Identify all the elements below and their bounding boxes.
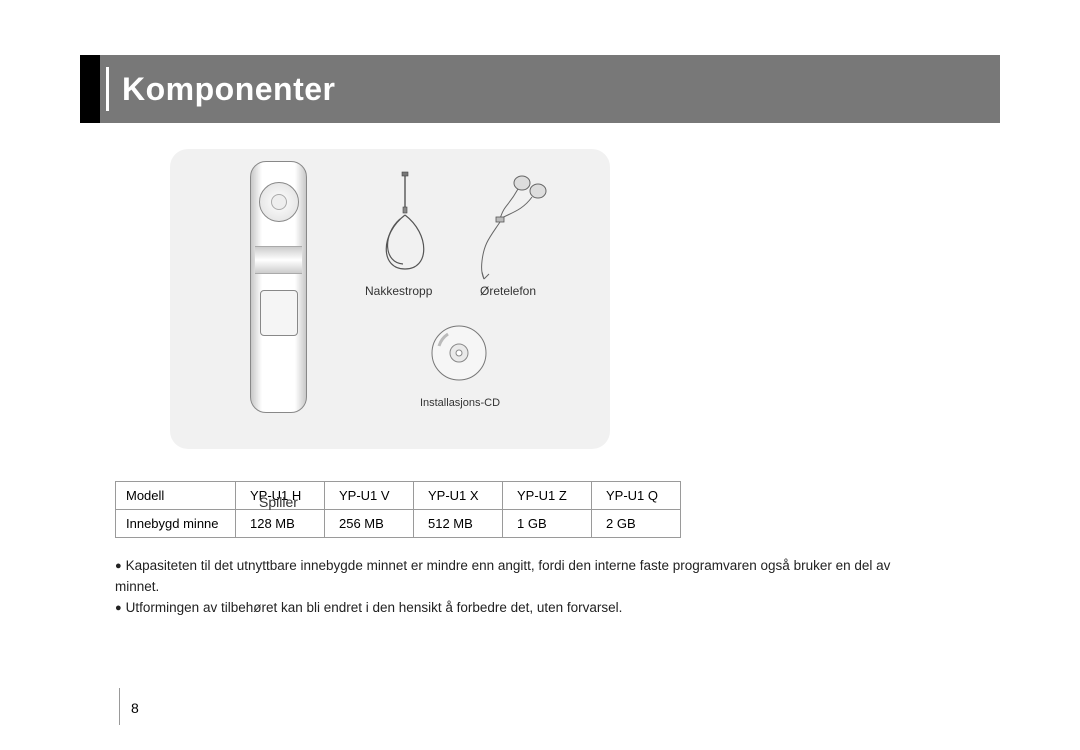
table-cell: YP-U1 V — [325, 482, 414, 510]
footer-divider — [119, 688, 120, 725]
earphone-illustration — [470, 169, 560, 299]
table-cell: Innebygd minne — [116, 510, 236, 538]
bullet-icon: ● — [115, 600, 122, 617]
table-row: Innebygd minne 128 MB 256 MB 512 MB 1 GB… — [116, 510, 681, 538]
note-line-2: ● Utformingen av tilbehøret kan bli endre… — [115, 598, 935, 619]
neckstrap-label: Nakkestropp — [365, 284, 432, 298]
player-illustration — [250, 161, 305, 411]
player-label: Spiller — [259, 494, 298, 510]
bullet-icon: ● — [115, 558, 122, 575]
header-gray-bar: Komponenter — [100, 55, 1000, 123]
table-cell: YP-U1 Q — [592, 482, 681, 510]
table-cell: 256 MB — [325, 510, 414, 538]
note-2-text: Utformingen av tilbehøret kan bli endret… — [126, 600, 623, 615]
table-cell: Modell — [116, 482, 236, 510]
page-number: 8 — [131, 700, 139, 716]
header-divider — [106, 67, 109, 111]
components-illustration-box: Nakkestropp Øretelefon Installasjons-CD — [170, 149, 610, 449]
model-table: Modell YP-U1 H YP-U1 V YP-U1 X YP-U1 Z Y… — [115, 481, 681, 538]
table-cell: YP-U1 Z — [503, 482, 592, 510]
notes-section: ●Kapasiteten til det utnyttbare innebygd… — [115, 556, 935, 619]
table-cell: 128 MB — [236, 510, 325, 538]
table-cell: 512 MB — [414, 510, 503, 538]
cd-illustration — [430, 324, 488, 382]
cd-label: Installasjons-CD — [395, 397, 525, 409]
table-row: Modell YP-U1 H YP-U1 V YP-U1 X YP-U1 Z Y… — [116, 482, 681, 510]
page-title: Komponenter — [122, 71, 336, 108]
table-cell: 2 GB — [592, 510, 681, 538]
table-cell: 1 GB — [503, 510, 592, 538]
header-black-accent — [80, 55, 100, 123]
header-bar: Komponenter — [115, 55, 965, 129]
neckstrap-illustration — [370, 169, 440, 299]
note-1-text: Kapasiteten til det utnyttbare innebygde… — [115, 558, 890, 594]
earphone-label: Øretelefon — [480, 284, 536, 298]
note-line-1: ●Kapasiteten til det utnyttbare innebygd… — [115, 556, 935, 598]
table-cell: YP-U1 X — [414, 482, 503, 510]
